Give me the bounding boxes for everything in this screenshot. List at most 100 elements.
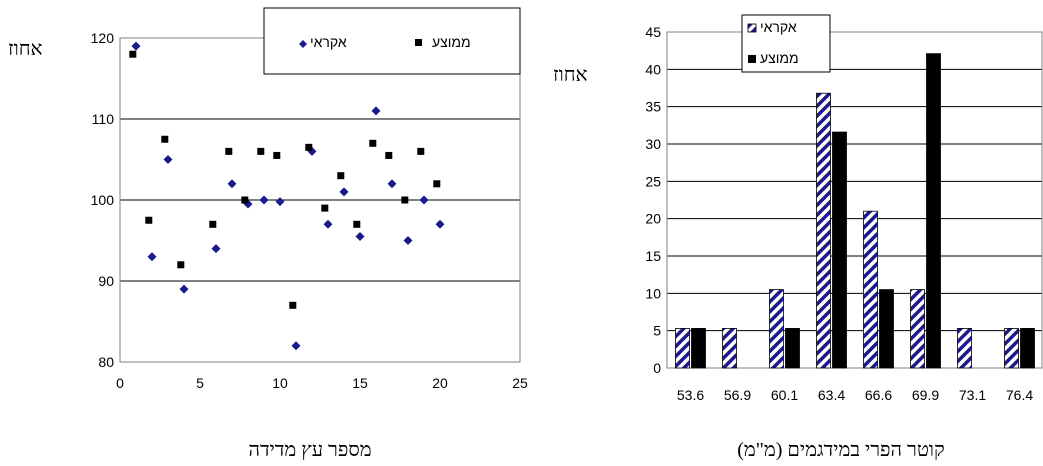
bar-avg (926, 53, 941, 369)
bar-x-tick-label: 53.6 (677, 387, 704, 403)
scatter-point-random (227, 179, 237, 189)
scatter-point-random (435, 219, 445, 229)
bar-random (863, 210, 878, 369)
scatter-point-avg (385, 151, 393, 159)
bar-random (675, 328, 690, 369)
scatter-point-avg (369, 139, 377, 147)
scatter-point-avg (177, 261, 185, 269)
scatter-point-avg (161, 135, 169, 143)
scatter-point-random (419, 195, 429, 205)
scatter-point-random (403, 236, 413, 245)
scatter-x-tick-label: 0 (116, 375, 124, 391)
scatter-legend: ממוצע אקראי (263, 7, 521, 75)
scatter-legend-label-random: אקראי (310, 34, 347, 50)
bar-random (1004, 328, 1019, 369)
bar-legend-label-random: אקראי (760, 19, 797, 35)
bar-y-tick-label: 40 (645, 61, 661, 77)
scatter-y-tick-label: 80 (98, 354, 114, 370)
scatter-y-tick-label: 110 (92, 111, 115, 127)
scatter-point-avg (225, 147, 233, 155)
scatter-y-tick-label: 120 (91, 30, 115, 46)
bar-random (816, 92, 831, 369)
scatter-point-avg (321, 204, 329, 212)
bar-avg (785, 328, 800, 369)
bar-x-tick-label: 56.9 (724, 387, 751, 403)
scatter-point-avg (305, 143, 313, 151)
bar-x-axis-label: קוטר הפרי במידגמים (מ"מ) (737, 439, 945, 461)
legend-hatch-swatch-icon (747, 23, 757, 33)
scatter-point-avg (401, 196, 409, 204)
scatter-point-random (131, 41, 141, 51)
scatter-chart: 80 90 100 110 120 0 5 10 15 20 25 אחוז מספר עץ מדי… (8, 7, 528, 461)
scatter-x-tick-label: 20 (432, 375, 448, 391)
bar-y-tick-label: 20 (645, 211, 661, 227)
scatter-x-tick-label: 25 (512, 375, 528, 391)
scatter-point-random (163, 155, 173, 164)
scatter-point-avg (353, 220, 361, 228)
scatter-legend-label-avg: ממוצע (432, 34, 471, 50)
bar-random (722, 328, 737, 369)
bar-avg (1020, 328, 1035, 369)
bar-y-axis-label: אחוז (553, 64, 588, 86)
bar-y-tick-label: 5 (653, 323, 661, 339)
scatter-point-random (323, 219, 333, 229)
bar-x-tick-label: 73.1 (959, 387, 986, 403)
scatter-point-avg (337, 172, 345, 180)
bar-gridlines (667, 31, 1042, 369)
scatter-point-random (275, 197, 285, 207)
scatter-point-avg (129, 50, 137, 58)
bar-y-tick-label: 10 (645, 285, 661, 301)
scatter-point-random (387, 179, 397, 189)
scatter-point-avg (289, 301, 297, 309)
bar-plot-area (666, 31, 1043, 369)
scatter-point-avg (257, 147, 265, 155)
bar-avg (691, 328, 706, 369)
bar-y-tick-label: 45 (645, 24, 661, 40)
bar-avg (879, 289, 894, 369)
scatter-point-random (339, 187, 349, 197)
bar-legend-box (741, 14, 831, 73)
scatter-point-random (291, 341, 301, 351)
bar-x-tick-label: 66.6 (865, 387, 892, 403)
bar-y-tick-label: 25 (645, 173, 661, 189)
scatter-point-avg (145, 216, 153, 224)
scatter-point-avg (417, 147, 425, 155)
scatter-legend-box (263, 7, 521, 75)
scatter-point-avg (273, 151, 281, 159)
scatter-y-axis-label: אחוז (8, 38, 43, 60)
bar-random (957, 328, 972, 369)
bar-y-tick-label: 0 (653, 360, 661, 376)
legend-square-icon (415, 39, 422, 46)
bar-legend-label-avg: ממוצע (760, 50, 799, 66)
bar-y-tick-label: 35 (645, 99, 661, 115)
bar-x-tick-label: 60.1 (771, 387, 798, 403)
scatter-x-tick-label: 5 (196, 375, 204, 391)
scatter-y-tick-label: 90 (98, 273, 114, 289)
scatter-gridlines (120, 37, 520, 363)
scatter-point-random (179, 284, 189, 294)
scatter-point-random (355, 231, 365, 241)
bar-y-tick-label: 30 (645, 136, 661, 152)
scatter-tick-labels: 80 90 100 110 120 0 5 10 15 20 25 (91, 30, 528, 391)
bar-avg (832, 131, 847, 369)
scatter-point-random (371, 106, 381, 116)
scatter-x-tick-label: 10 (272, 375, 288, 391)
scatter-point-avg (241, 196, 249, 204)
bar-chart: 0 5 10 15 20 25 30 35 40 45 53.6 56.9 60.1 63.4 66.6 69… (553, 14, 1043, 461)
scatter-point-random (147, 252, 157, 262)
legend-diamond-icon (299, 40, 307, 48)
bar-x-tick-label: 76.4 (1006, 387, 1033, 403)
scatter-points (129, 41, 445, 351)
bars (675, 53, 1035, 369)
bar-x-tick-label: 63.4 (818, 387, 845, 403)
bar-legend: אקראי ממוצע (741, 14, 831, 73)
bar-y-tick-label: 15 (645, 248, 661, 264)
scatter-point-random (211, 244, 221, 254)
bar-random (769, 289, 784, 369)
scatter-point-avg (209, 220, 217, 228)
scatter-x-axis-label: מספר עץ מדידה (248, 439, 371, 461)
bar-tick-labels: 0 5 10 15 20 25 30 35 40 45 53.6 56.9 60.1 63.4 66.6 69… (645, 24, 1033, 403)
bar-random (910, 289, 925, 369)
scatter-point-random (259, 195, 269, 205)
